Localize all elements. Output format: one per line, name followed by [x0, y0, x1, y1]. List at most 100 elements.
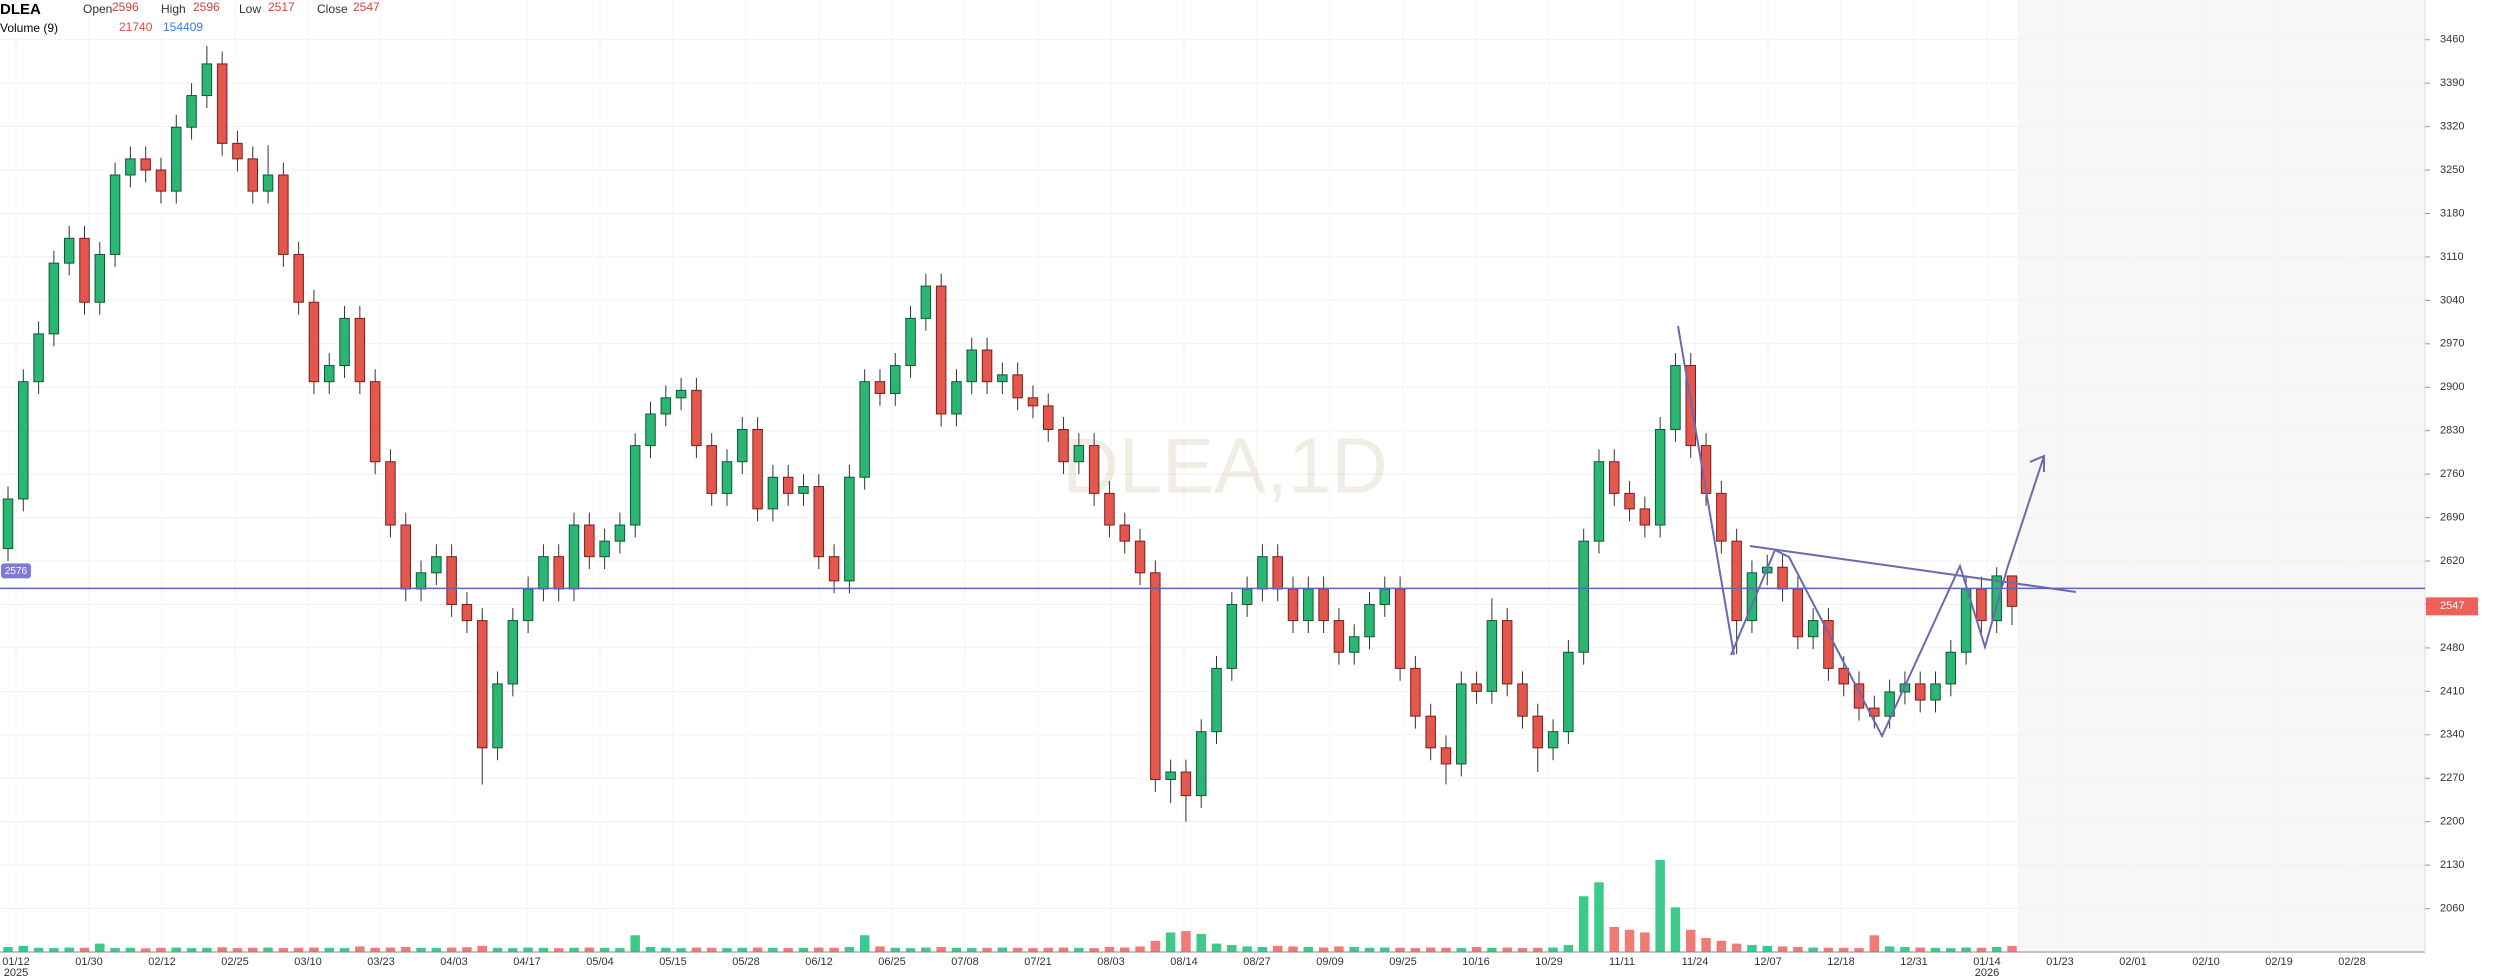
candle-body	[354, 317, 366, 383]
y-tick-label: 3040	[2440, 294, 2464, 306]
volume-bar	[18, 945, 29, 952]
candles	[2, 45, 2018, 822]
y-tick-label: 2830	[2440, 425, 2464, 437]
volume-bar	[1930, 947, 1941, 952]
candle-body	[1318, 588, 1329, 622]
volume-bar	[1716, 940, 1727, 952]
candle-body	[660, 397, 672, 415]
candle-body	[951, 381, 962, 415]
x-tick-label: 01/14	[1973, 956, 2001, 968]
volume-bar	[1502, 947, 1512, 952]
candle-body	[1058, 428, 1069, 463]
x-tick-label: 03/23	[367, 956, 395, 968]
volume-bar	[446, 947, 457, 952]
x-tick-label: 10/29	[1535, 956, 1563, 968]
candle-body	[2, 498, 14, 550]
candle-body	[262, 174, 274, 192]
candle-body	[232, 142, 243, 160]
volume-bar	[355, 946, 365, 952]
candle-body	[584, 524, 595, 558]
volume-bar	[1976, 947, 1987, 952]
candle-body	[1150, 572, 1161, 780]
trend-line	[1677, 325, 1735, 656]
candle-body	[1272, 556, 1283, 590]
x-tick-label: 02/12	[148, 956, 176, 968]
legend-value: 2596	[193, 0, 220, 14]
candle-body	[415, 572, 427, 590]
volume-bar	[798, 947, 809, 952]
candle-body	[1792, 588, 1804, 638]
volume-bar	[217, 947, 227, 952]
candle-body	[1073, 445, 1085, 463]
candle-body	[339, 317, 350, 367]
x-tick-label: 02/01	[2119, 956, 2147, 968]
volume-bar	[538, 947, 549, 952]
future-area	[2017, 0, 2425, 952]
y-tick-label: 2970	[2440, 338, 2464, 350]
x-tick-label: 03/10	[294, 956, 322, 968]
volume-bar	[202, 947, 212, 952]
volume-bar	[1058, 947, 1069, 952]
candle-body	[1654, 428, 1666, 526]
x-tick-label: 10/16	[1462, 956, 1490, 968]
candle-body	[859, 381, 870, 478]
volume-bar	[477, 945, 487, 952]
volume-bar	[1517, 948, 1528, 952]
candle-body	[1914, 683, 1926, 701]
candle-body	[278, 174, 289, 255]
candle-body	[171, 126, 182, 192]
candle-body	[247, 158, 259, 192]
x-tick-label: 02/28	[2338, 956, 2366, 968]
x-tick-label: 01/12	[2, 956, 30, 968]
candle-body	[216, 63, 228, 144]
volume-bar	[951, 947, 962, 952]
volume-bar	[1395, 947, 1405, 952]
volume-bar	[416, 947, 426, 952]
candle-body	[1410, 667, 1421, 717]
candle-body	[461, 603, 473, 622]
volume-bar	[1701, 938, 1711, 952]
volume-bar	[783, 948, 793, 952]
candle-body	[18, 381, 29, 500]
pattern-path	[1730, 455, 2045, 739]
candle-body	[828, 556, 840, 582]
candle-body	[1027, 397, 1039, 407]
x-tick-label: 06/25	[878, 956, 906, 968]
candle-body	[431, 556, 442, 574]
volume-bar	[1823, 947, 1834, 952]
volume-bar	[1334, 946, 1344, 952]
y-tick-label: 2200	[2440, 816, 2464, 828]
volume-bar	[890, 947, 901, 952]
volume-bar	[921, 947, 931, 952]
candle-body	[568, 524, 580, 590]
candle-body	[1853, 683, 1865, 709]
axis-labels: 2060213022002270234024102480255026202690…	[2, 34, 2464, 979]
volume-bar	[110, 948, 120, 952]
header: DLEA Volume (9) 21740 154409 Open 2596 Hig…	[0, 0, 380, 35]
candle-body	[369, 381, 381, 463]
y-tick-label: 2340	[2440, 729, 2464, 741]
volume-bar	[1961, 947, 1971, 952]
candle-body	[293, 253, 304, 303]
y-tick-label: 2060	[2440, 902, 2464, 914]
candle-body	[1211, 667, 1222, 733]
volume-bar	[140, 948, 151, 952]
candle-body	[109, 174, 121, 255]
volume-bar	[462, 947, 472, 952]
volume-bar	[49, 948, 59, 952]
volume-bar	[829, 947, 839, 952]
candle-body	[782, 476, 794, 494]
y-tick-label: 2760	[2440, 468, 2464, 480]
candle-body	[1456, 683, 1467, 765]
volume-bar	[737, 947, 748, 952]
volume-bar	[1165, 932, 1176, 952]
volume-bar	[1624, 929, 1635, 952]
candle-body	[2006, 575, 2018, 607]
volume-bar	[752, 947, 763, 952]
candle-body	[538, 556, 549, 590]
candle-body	[33, 333, 44, 383]
price-line-tag	[1, 563, 31, 579]
candle-body	[1593, 461, 1605, 542]
